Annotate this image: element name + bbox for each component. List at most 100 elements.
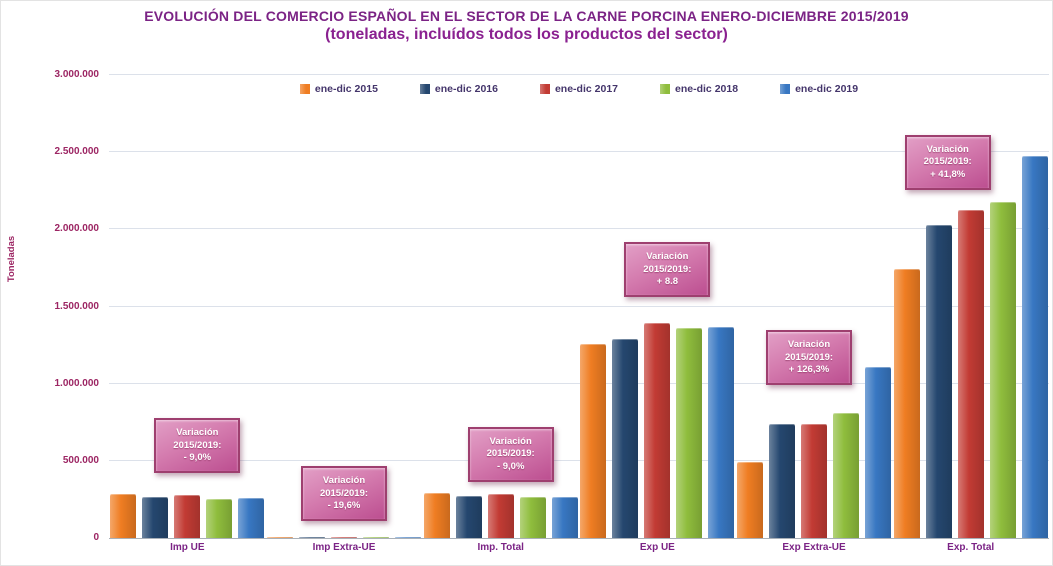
- bar-ene-dic-2017-Imp-UE: [174, 495, 201, 538]
- legend-label: ene-dic 2018: [675, 83, 739, 95]
- y-tick-label: 1.000.000: [54, 377, 100, 389]
- variation-callout-line: - 9,0%: [496, 460, 525, 472]
- gridline-2.500.000: [109, 151, 1049, 153]
- bars-Exp-Extra-UE: [736, 75, 893, 538]
- bar-ene-dic-2017-Exp-UE: [644, 323, 671, 538]
- variation-callout-line: 2015/2019:: [319, 487, 369, 499]
- bar-ene-dic-2016-Exp-Extra-UE: [769, 423, 796, 538]
- y-tick-label: 0: [93, 532, 99, 543]
- legend-item-ene-dic-2017: ene-dic 2017: [539, 83, 619, 95]
- legend-item-ene-dic-2016: ene-dic 2016: [419, 83, 498, 95]
- legend-swatch-icon: [419, 84, 430, 94]
- bar-ene-dic-2019-Exp-UE: [708, 327, 735, 538]
- bar-ene-dic-2016-Imp-UE: [142, 496, 169, 538]
- legend-swatch-icon: [299, 84, 310, 94]
- variation-callout-Imp-UE: Variación 2015/2019: - 9,0%: [154, 418, 241, 474]
- bar-group-Exp-UE: Variación 2015/2019: + 8.8: [579, 75, 736, 538]
- bar-ene-dic-2018-Imp-UE: [206, 498, 233, 538]
- variation-callout-line: + 126,3%: [788, 363, 830, 375]
- bars-Exp-Total: [892, 75, 1049, 538]
- variation-callout-line: 2015/2019:: [173, 439, 222, 451]
- variation-callout-Exp-UE: Variación 2015/2019: + 8.8: [624, 242, 711, 298]
- variation-callout-line: + 8.8: [656, 275, 679, 287]
- bar-ene-dic-2018-Exp-Extra-UE: [833, 412, 860, 538]
- variation-callout-line: 2015/2019:: [784, 351, 834, 363]
- bar-group-Exp-Total: Variación 2015/2019: + 41,8%: [892, 75, 1049, 538]
- variation-callout-line: Variación: [926, 143, 969, 155]
- bars-Imp-Extra-UE: [266, 75, 423, 538]
- variation-callout-line: 2015/2019:: [923, 156, 972, 168]
- x-category-label-Imp-UE: Imp UE: [170, 542, 205, 553]
- bar-ene-dic-2015-Imp-Total: [423, 492, 450, 538]
- bar-ene-dic-2015-Exp-Extra-UE: [737, 462, 764, 538]
- bar-ene-dic-2018-Exp-UE: [676, 327, 703, 538]
- x-category-label-Exp-Extra-UE: Exp Extra-UE: [782, 542, 846, 553]
- bar-ene-dic-2017-Exp-Extra-UE: [801, 424, 828, 538]
- bar-ene-dic-2016-Imp-Extra-UE: [299, 536, 325, 538]
- bars-Imp-UE: [109, 75, 266, 538]
- legend-swatch-icon: [539, 84, 550, 94]
- x-axis-category-labels: Imp UE Imp Extra-UE Imp. Total Exp UE Exp Ex…: [109, 542, 1049, 553]
- gridline-1.000.000: [109, 382, 1049, 384]
- page-subtitle: (toneladas, incluídos todos los producto…: [325, 26, 728, 43]
- bar-ene-dic-2015-Exp-Total: [893, 268, 920, 538]
- legend-label: ene-dic 2019: [795, 83, 859, 95]
- y-tick-label: 2.500.000: [54, 146, 100, 158]
- variation-callout-Imp-Total: Variación 2015/2019: - 9,0%: [467, 427, 554, 483]
- legend-swatch-icon: [660, 84, 671, 94]
- bar-ene-dic-2016-Imp-Total: [455, 495, 482, 538]
- x-category-label-Imp-Extra-UE: Imp Extra-UE: [312, 542, 376, 553]
- legend-item-ene-dic-2019: ene-dic 2019: [780, 83, 858, 95]
- bars-Exp-UE: [579, 75, 736, 538]
- bar-ene-dic-2015-Imp-Extra-UE: [267, 536, 293, 538]
- y-tick-label: 1.500.000: [54, 300, 100, 312]
- variation-callout-line: Variación: [787, 339, 831, 351]
- legend: ene-dic 2015 ene-dic 2016 ene-dic 2017 ene-…: [109, 83, 1049, 95]
- page-title: EVOLUCIÓN DEL COMERCIO ESPAÑOL EN EL SEC…: [144, 8, 909, 24]
- bar-group-Imp-Total: Variación 2015/2019: - 9,0%: [422, 75, 579, 538]
- bar-ene-dic-2018-Imp-Extra-UE: [363, 536, 389, 538]
- y-tick-label: 500.000: [62, 454, 99, 466]
- x-category-label-Exp-UE: Exp UE: [639, 542, 675, 553]
- bar-ene-dic-2018-Exp-Total: [989, 202, 1016, 538]
- variation-callout-line: + 41,8%: [930, 168, 966, 180]
- bar-ene-dic-2016-Exp-Total: [925, 224, 952, 538]
- variation-callout-Imp-Extra-UE: Variación 2015/2019: - 19,6%: [301, 466, 387, 522]
- bar-ene-dic-2017-Exp-Total: [957, 209, 984, 538]
- bar-group-Imp-Extra-UE: Variación 2015/2019: - 19,6%: [266, 75, 423, 538]
- bar-group-Imp-UE: Variación 2015/2019: - 9,0%: [109, 75, 266, 538]
- bar-ene-dic-2019-Imp-Total: [551, 496, 578, 538]
- bar-ene-dic-2017-Imp-Extra-UE: [331, 536, 357, 538]
- bar-ene-dic-2016-Exp-UE: [612, 338, 639, 538]
- bar-ene-dic-2019-Imp-UE: [238, 498, 265, 538]
- legend-item-ene-dic-2018: ene-dic 2018: [660, 83, 738, 95]
- variation-callout-line: Variación: [322, 475, 366, 487]
- variation-callout-line: - 9,0%: [183, 451, 212, 463]
- y-tick-label: 3.000.000: [54, 69, 100, 80]
- variation-callout-line: - 19,6%: [327, 500, 361, 511]
- variation-callout-line: Variación: [176, 427, 219, 439]
- y-tick-label: 2.000.000: [54, 223, 100, 235]
- gridline-1.500.000: [109, 305, 1049, 307]
- plot-area: Variación 2015/2019: - 9,0% Variación 2015/2…: [109, 74, 1049, 539]
- bar-group-Exp-Extra-UE: Variación 2015/2019: + 126,3%: [736, 75, 893, 538]
- legend-label: ene-dic 2016: [434, 83, 498, 95]
- legend-swatch-icon: [780, 84, 791, 94]
- x-category-label-Exp-Total: Exp. Total: [947, 542, 995, 553]
- legend-label: ene-dic 2015: [314, 83, 378, 95]
- bars-Imp-Total: [422, 75, 579, 538]
- variation-callout-line: Variación: [489, 436, 532, 448]
- legend-label: ene-dic 2017: [554, 83, 619, 95]
- bar-ene-dic-2019-Exp-Total: [1021, 156, 1048, 538]
- bar-ene-dic-2018-Imp-Total: [519, 497, 546, 538]
- variation-callout-line: 2015/2019:: [486, 448, 535, 460]
- gridline-3.000.000: [109, 74, 1049, 75]
- variation-callout-Exp-Total: Variación 2015/2019: + 41,8%: [904, 134, 991, 190]
- bar-ene-dic-2017-Imp-Total: [487, 493, 514, 538]
- variation-callout-line: Variación: [646, 251, 689, 263]
- x-category-label-Imp-Total: Imp. Total: [477, 542, 524, 553]
- variation-callout-line: 2015/2019:: [643, 263, 692, 275]
- bar-ene-dic-2015-Imp-UE: [110, 494, 137, 538]
- gridline-500.000: [109, 459, 1049, 461]
